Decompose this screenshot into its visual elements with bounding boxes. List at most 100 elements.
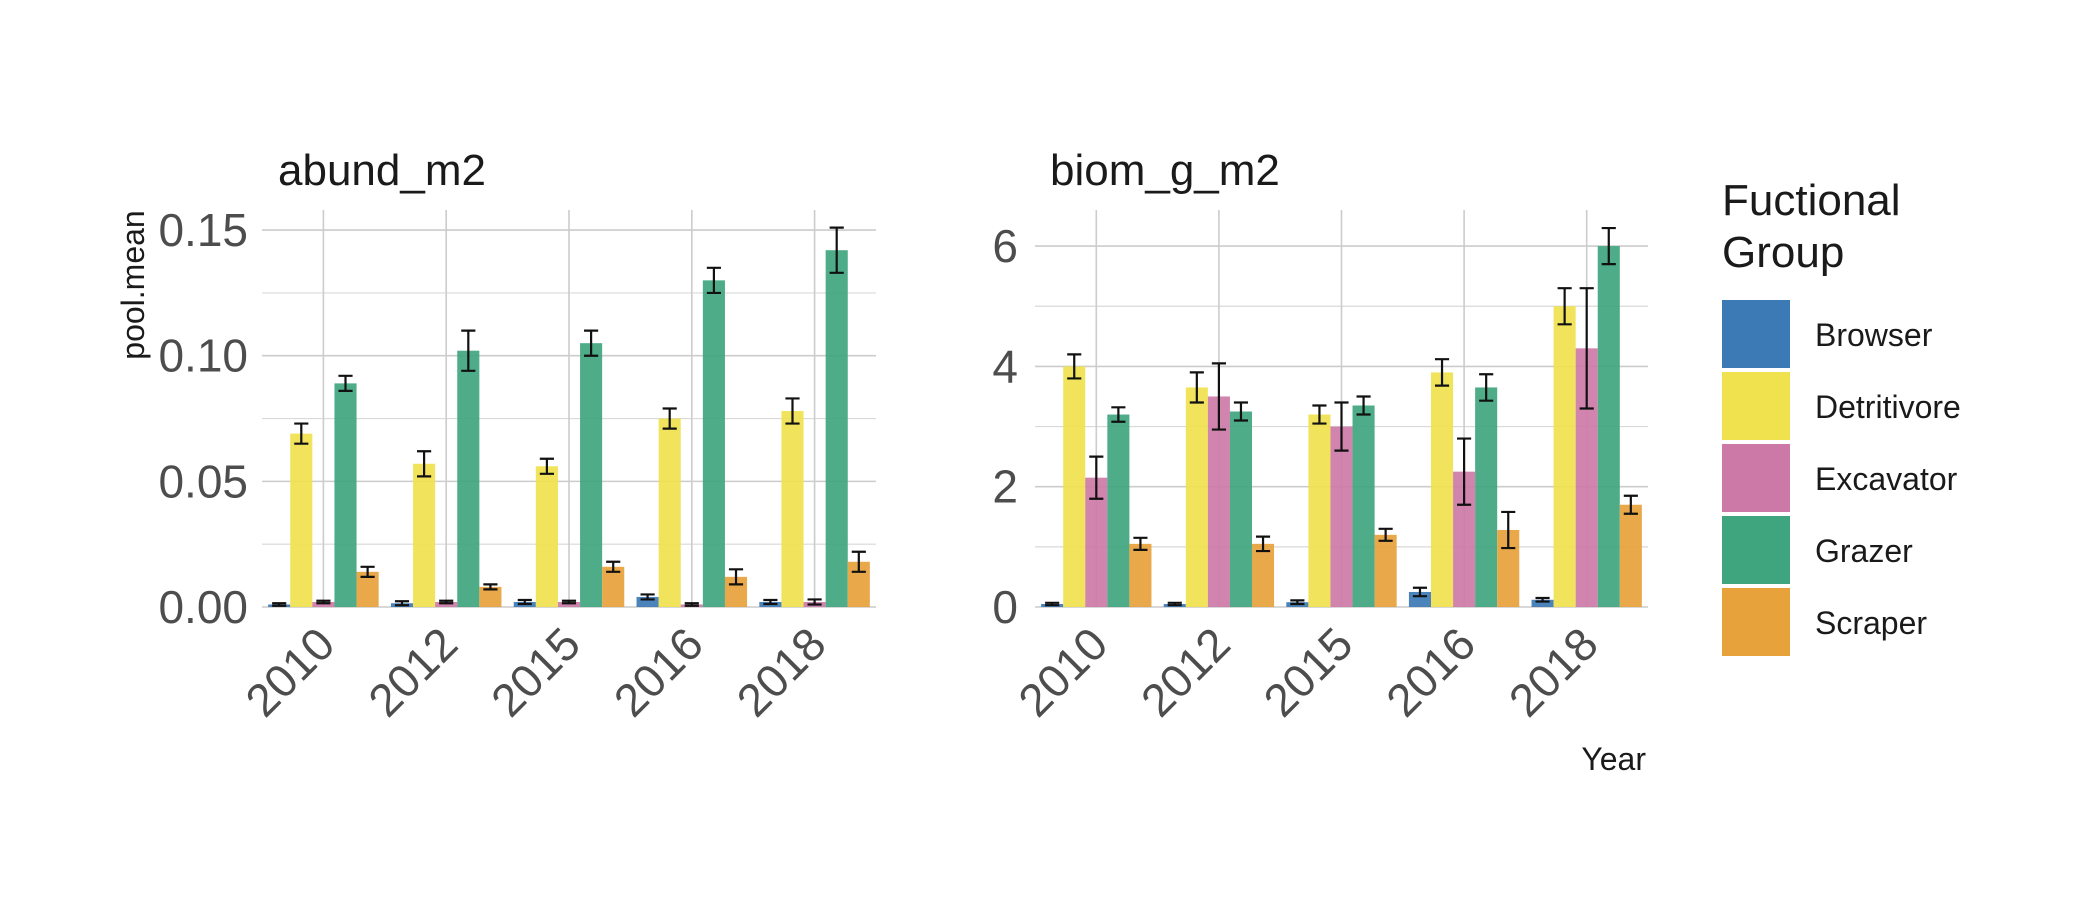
bar-abund-excavator-2012 xyxy=(435,601,458,607)
bar-biom-grazer-2016 xyxy=(1475,387,1498,607)
bar-abund-scraper-2012 xyxy=(479,586,502,607)
errorbar-abund-browser-2018 xyxy=(763,598,778,606)
errorbar-abund-grazer-2016 xyxy=(706,266,721,295)
errorbar-biom-browser-2010 xyxy=(1045,601,1060,607)
legend-swatch-browser xyxy=(1722,300,1790,368)
errorbar-biom-detritivore-2015 xyxy=(1312,404,1327,425)
biom-panel-title: biom_g_m2 xyxy=(1050,146,1280,195)
legend-swatch-scraper xyxy=(1722,588,1790,656)
bar-biom-detritivore-2010 xyxy=(1063,366,1086,607)
bar-abund-grazer-2010 xyxy=(334,383,357,607)
abund-xtick-label: 2018 xyxy=(727,617,836,726)
bar-biom-scraper-2012 xyxy=(1252,543,1275,607)
errorbar-biom-browser-2018 xyxy=(1535,596,1550,603)
legend-label-excavator: Excavator xyxy=(1815,461,1958,497)
errorbar-abund-detritivore-2015 xyxy=(539,457,554,475)
errorbar-biom-detritivore-2018 xyxy=(1557,287,1572,326)
legend-label-grazer: Grazer xyxy=(1815,533,1913,569)
errorbar-abund-excavator-2016 xyxy=(684,602,699,607)
abund-bars xyxy=(268,226,870,608)
bar-abund-grazer-2018 xyxy=(825,250,848,608)
bar-biom-excavator-2015 xyxy=(1330,426,1353,607)
errorbar-biom-scraper-2018 xyxy=(1623,494,1638,515)
errorbar-biom-browser-2015 xyxy=(1290,599,1305,606)
legend-label-detritivore: Detritivore xyxy=(1815,389,1961,425)
legend-title: Fuctional Group xyxy=(1722,176,1901,277)
errorbar-biom-scraper-2015 xyxy=(1378,527,1393,542)
bar-biom-grazer-2010 xyxy=(1107,414,1130,607)
errorbar-biom-grazer-2016 xyxy=(1479,373,1494,402)
biom-xtick-label: 2016 xyxy=(1376,617,1485,726)
panel-abund: 0.00 0.05 0.10 0.15 2010 2012 2015 2016 2018 abun… xyxy=(115,146,876,726)
errorbar-abund-scraper-2016 xyxy=(728,568,744,586)
legend-label-scraper: Scraper xyxy=(1815,605,1927,641)
legend-label-browser: Browser xyxy=(1815,317,1933,353)
errorbar-biom-grazer-2010 xyxy=(1111,406,1126,423)
errorbar-biom-browser-2016 xyxy=(1412,586,1428,598)
legend-swatch-grazer xyxy=(1722,516,1790,584)
bar-abund-detritivore-2018 xyxy=(781,411,804,607)
bar-abund-detritivore-2010 xyxy=(290,433,313,607)
errorbar-biom-grazer-2015 xyxy=(1356,395,1371,416)
errorbar-abund-detritivore-2018 xyxy=(785,397,800,425)
errorbar-biom-excavator-2010 xyxy=(1089,455,1104,500)
bar-abund-detritivore-2012 xyxy=(413,463,436,607)
abund-ytick-label: 0.05 xyxy=(158,455,248,507)
abund-ytick-label: 0.10 xyxy=(158,330,248,382)
bar-biom-grazer-2015 xyxy=(1352,405,1375,607)
errorbar-abund-detritivore-2010 xyxy=(294,422,309,445)
abund-y-axis-title: pool.mean xyxy=(115,210,151,359)
biom-x-axis-title: Year xyxy=(1581,741,1646,777)
bar-abund-grazer-2012 xyxy=(457,350,480,607)
biom-xtick-label: 2015 xyxy=(1253,617,1362,726)
abund-xtick-label: 2015 xyxy=(481,617,590,726)
biom-xtick-label: 2012 xyxy=(1131,617,1240,726)
errorbar-biom-excavator-2015 xyxy=(1334,401,1349,452)
bar-abund-detritivore-2016 xyxy=(658,418,681,607)
bar-abund-excavator-2015 xyxy=(557,601,581,607)
bar-biom-excavator-2012 xyxy=(1207,396,1230,607)
bar-biom-detritivore-2015 xyxy=(1308,414,1331,607)
abund-xtick-label: 2016 xyxy=(604,617,713,726)
errorbar-abund-grazer-2015 xyxy=(584,329,599,357)
errorbar-biom-excavator-2012 xyxy=(1211,362,1226,431)
errorbar-abund-scraper-2012 xyxy=(483,583,498,591)
bar-abund-scraper-2018 xyxy=(847,561,870,607)
abund-xtick-label: 2010 xyxy=(235,617,344,726)
bar-biom-scraper-2010 xyxy=(1129,543,1152,607)
errorbar-biom-excavator-2018 xyxy=(1579,287,1594,410)
bar-biom-excavator-2018 xyxy=(1575,348,1598,607)
bar-abund-scraper-2010 xyxy=(356,571,379,607)
biom-bars xyxy=(1041,226,1642,607)
errorbar-biom-detritivore-2012 xyxy=(1189,371,1204,404)
bar-abund-grazer-2015 xyxy=(580,343,603,607)
bar-abund-detritivore-2015 xyxy=(535,466,558,607)
biom-ytick-label: 0 xyxy=(992,581,1018,633)
errorbar-abund-grazer-2010 xyxy=(338,374,353,393)
biom-ytick-label: 4 xyxy=(992,340,1018,392)
errorbar-abund-browser-2016 xyxy=(640,593,655,601)
errorbar-abund-scraper-2010 xyxy=(360,565,375,578)
errorbar-biom-scraper-2016 xyxy=(1501,510,1516,550)
errorbar-abund-browser-2012 xyxy=(394,600,410,607)
errorbar-biom-grazer-2012 xyxy=(1233,401,1249,422)
errorbar-biom-scraper-2010 xyxy=(1133,536,1148,551)
bar-biom-detritivore-2018 xyxy=(1553,306,1576,607)
errorbar-biom-detritivore-2016 xyxy=(1434,358,1450,387)
errorbar-abund-detritivore-2016 xyxy=(662,407,677,430)
errorbar-biom-detritivore-2010 xyxy=(1067,353,1082,380)
panel-biom: 0 2 4 6 2010 2012 2015 2016 2018 biom_g_m2 Year xyxy=(992,146,1648,777)
legend: Fuctional Group Browser Detritivore Excavato… xyxy=(1722,176,1961,656)
bar-abund-grazer-2016 xyxy=(702,280,725,607)
errorbar-biom-excavator-2016 xyxy=(1457,437,1472,506)
errorbar-biom-scraper-2012 xyxy=(1255,535,1271,553)
bar-biom-detritivore-2012 xyxy=(1185,387,1208,607)
errorbar-abund-detritivore-2012 xyxy=(417,450,432,478)
biom-ytick-label: 6 xyxy=(992,220,1018,272)
errorbar-abund-excavator-2018 xyxy=(807,598,822,606)
errorbar-abund-browser-2015 xyxy=(517,598,532,606)
abund-xtick-label: 2012 xyxy=(358,617,467,726)
errorbar-abund-excavator-2015 xyxy=(561,599,577,605)
errorbar-abund-scraper-2015 xyxy=(606,560,621,573)
